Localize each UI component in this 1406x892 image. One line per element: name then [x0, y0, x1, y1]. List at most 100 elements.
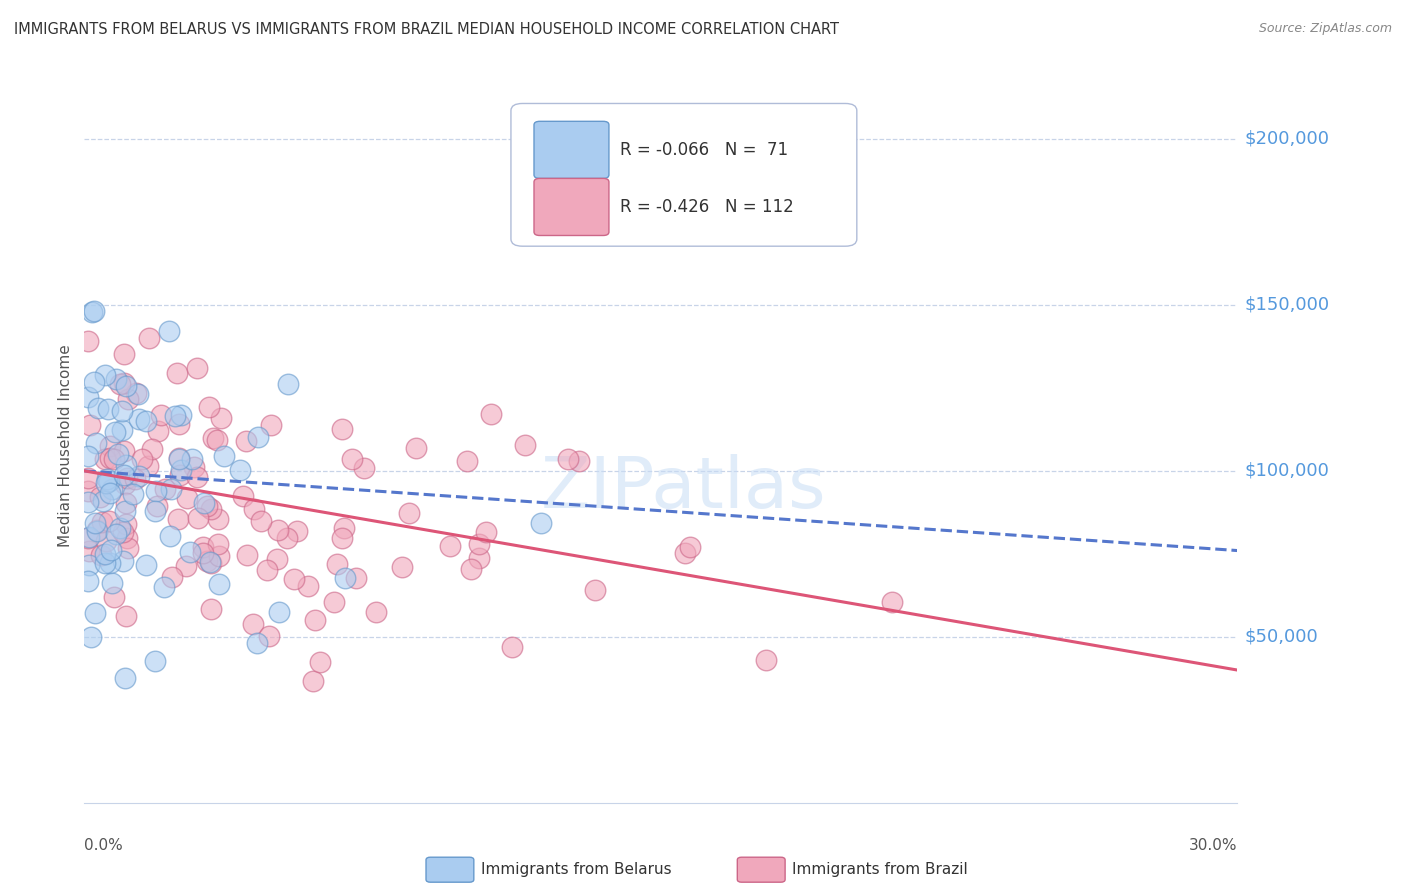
Point — [276, 531, 298, 545]
Point — [201, 431, 224, 445]
Point — [200, 501, 222, 516]
Point — [77, 558, 100, 573]
Point — [166, 366, 188, 380]
Point — [205, 433, 228, 447]
Point — [180, 452, 202, 467]
Text: IMMIGRANTS FROM BELARUS VS IMMIGRANTS FROM BRAZIL MEDIAN HOUSEHOLD INCOME CORREL: IMMIGRANTS FROM BELARUS VS IMMIGRANTS FR… — [14, 22, 839, 37]
Point — [515, 438, 537, 452]
Text: Immigrants from Brazil: Immigrants from Brazil — [792, 863, 967, 877]
Point — [479, 407, 502, 421]
Point — [195, 499, 218, 513]
Point — [115, 516, 138, 531]
Y-axis label: Median Household Income: Median Household Income — [58, 344, 73, 548]
Point — [112, 467, 135, 482]
Point — [250, 514, 273, 528]
Point — [77, 334, 100, 348]
FancyBboxPatch shape — [534, 178, 609, 235]
Point — [169, 468, 191, 483]
Point — [153, 580, 176, 594]
Point — [131, 452, 153, 467]
Point — [353, 460, 375, 475]
Text: R = -0.426   N = 112: R = -0.426 N = 112 — [620, 198, 794, 216]
Point — [89, 491, 111, 505]
Point — [256, 563, 278, 577]
Point — [98, 556, 121, 570]
Point — [243, 502, 266, 516]
Point — [198, 401, 221, 415]
Point — [128, 411, 150, 425]
Point — [166, 511, 188, 525]
Point — [186, 361, 208, 376]
Point — [162, 570, 184, 584]
Point — [124, 472, 146, 486]
Point — [673, 545, 696, 559]
Point — [583, 582, 606, 597]
Point — [169, 409, 191, 423]
Point — [257, 629, 280, 643]
Point — [755, 653, 778, 667]
Point — [191, 546, 214, 560]
Point — [169, 452, 191, 467]
Point — [84, 436, 107, 450]
Point — [200, 557, 222, 571]
Point — [79, 630, 101, 644]
Point — [103, 425, 125, 439]
Point — [195, 554, 218, 568]
Point — [98, 514, 121, 528]
Point — [150, 408, 173, 422]
Point — [246, 636, 269, 650]
Point — [468, 537, 491, 551]
Point — [103, 590, 125, 604]
Point — [107, 447, 129, 461]
Point — [145, 655, 167, 669]
Point — [84, 516, 107, 531]
Point — [146, 499, 169, 513]
FancyBboxPatch shape — [510, 103, 856, 246]
Point — [285, 524, 308, 538]
Point — [103, 452, 125, 467]
Point — [247, 429, 270, 443]
Point — [94, 547, 117, 561]
Point — [114, 496, 136, 510]
Point — [391, 559, 413, 574]
Point — [297, 579, 319, 593]
Point — [115, 379, 138, 393]
Point — [114, 503, 136, 517]
Point — [135, 558, 157, 573]
Point — [398, 507, 420, 521]
Point — [326, 557, 349, 571]
Point — [229, 463, 252, 477]
Text: $200,000: $200,000 — [1244, 130, 1329, 148]
Point — [98, 450, 121, 465]
Point — [145, 484, 167, 499]
Point — [187, 510, 209, 524]
Point — [115, 458, 138, 472]
Point — [232, 489, 254, 503]
Point — [330, 531, 353, 545]
Point — [304, 613, 326, 627]
FancyBboxPatch shape — [534, 121, 609, 178]
Point — [260, 417, 283, 432]
Point — [117, 541, 139, 556]
Point — [167, 417, 190, 431]
Point — [153, 482, 176, 496]
Text: Source: ZipAtlas.com: Source: ZipAtlas.com — [1258, 22, 1392, 36]
Point — [122, 487, 145, 501]
Point — [94, 451, 117, 466]
Point — [456, 454, 478, 468]
Point — [236, 549, 259, 563]
Point — [82, 304, 104, 318]
Point — [83, 304, 105, 318]
Point — [207, 512, 229, 526]
Point — [100, 576, 122, 591]
Point — [98, 439, 121, 453]
Point — [135, 414, 157, 428]
Point — [679, 540, 702, 554]
Point — [163, 409, 186, 424]
Point — [108, 521, 131, 535]
Point — [212, 450, 235, 464]
Text: ZIPatlas: ZIPatlas — [541, 454, 827, 524]
Point — [475, 524, 498, 539]
Point — [529, 516, 551, 531]
Point — [77, 471, 100, 485]
